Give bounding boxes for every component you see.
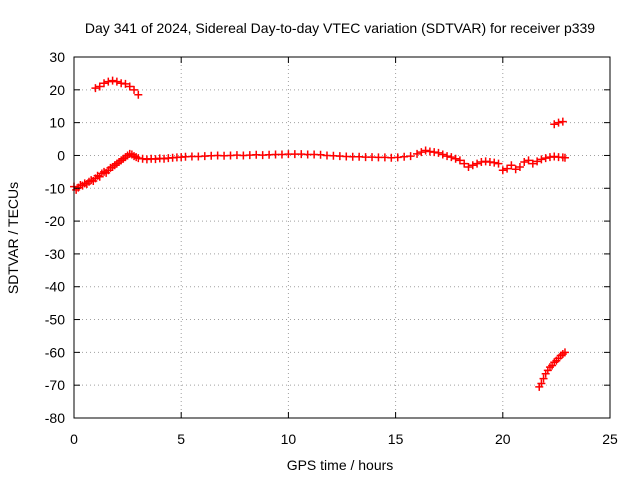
x-tick-label: 10 <box>281 431 297 447</box>
plot-frame <box>73 56 611 419</box>
data-point <box>503 164 512 173</box>
y-tick-label: 30 <box>49 49 65 65</box>
y-tick-label: -10 <box>45 180 65 196</box>
chart-title: Day 341 of 2024, Sidereal Day-to-day VTE… <box>85 20 595 36</box>
data-point <box>539 374 548 383</box>
y-tick-label: 10 <box>49 115 65 131</box>
data-point <box>558 117 567 126</box>
data-point <box>507 161 516 170</box>
data-point <box>560 348 569 357</box>
data-point <box>413 149 422 158</box>
y-tick-label: -60 <box>45 344 65 360</box>
data-point <box>417 148 426 157</box>
data-point <box>130 85 139 94</box>
data-point <box>421 146 430 155</box>
data-point <box>91 84 100 93</box>
data-point <box>511 165 520 174</box>
data-point <box>490 158 499 167</box>
data-point <box>528 159 537 168</box>
data-point <box>434 148 443 157</box>
data-point <box>520 158 529 167</box>
y-tick-labels: 30 20 10 0 -10 -20 -30 -40 -50 -60 -70 -80 <box>45 49 65 426</box>
data-point <box>541 154 550 163</box>
y-tick-label: -50 <box>45 312 65 328</box>
data-point <box>464 162 473 171</box>
data-point <box>455 156 464 165</box>
data-point <box>560 153 569 162</box>
data-point <box>438 150 447 159</box>
y-tick-label: 0 <box>57 147 65 163</box>
data-point <box>443 152 452 161</box>
y-tick-label: -70 <box>45 377 65 393</box>
grid-lines <box>74 57 610 418</box>
data-point <box>468 161 477 170</box>
x-tick-label: 25 <box>602 431 618 447</box>
data-point <box>550 120 559 129</box>
data-point <box>554 118 563 127</box>
y-tick-label: -20 <box>45 213 65 229</box>
data-point <box>121 79 130 88</box>
data-point <box>406 152 415 161</box>
data-point <box>533 157 542 166</box>
x-axis-label: GPS time / hours <box>287 457 394 473</box>
x-tick-label: 0 <box>70 431 78 447</box>
data-points <box>70 76 569 391</box>
data-point <box>108 76 117 85</box>
data-point <box>447 153 456 162</box>
x-tick-label: 20 <box>495 431 511 447</box>
data-point <box>473 159 482 168</box>
data-point <box>134 90 143 99</box>
x-tick-labels: 0 5 10 15 20 25 <box>70 431 618 447</box>
data-point <box>104 77 113 86</box>
y-tick-label: -40 <box>45 279 65 295</box>
data-point <box>537 379 546 388</box>
data-point <box>498 166 507 175</box>
data-point <box>125 82 134 91</box>
data-point <box>460 159 469 168</box>
y-tick-label: -80 <box>45 410 65 426</box>
data-point <box>451 154 460 163</box>
data-point <box>95 82 104 91</box>
data-point <box>515 162 524 171</box>
y-axis-label: SDTVAR / TECUs <box>5 182 21 294</box>
data-point <box>537 155 546 164</box>
x-tick-label: 15 <box>388 431 404 447</box>
x-tick-label: 5 <box>177 431 185 447</box>
data-point <box>524 156 533 165</box>
data-point <box>100 79 109 88</box>
axis-ticks <box>73 56 611 419</box>
y-tick-label: 20 <box>49 82 65 98</box>
data-point <box>112 77 121 86</box>
y-tick-label: -30 <box>45 246 65 262</box>
data-point <box>494 159 503 168</box>
